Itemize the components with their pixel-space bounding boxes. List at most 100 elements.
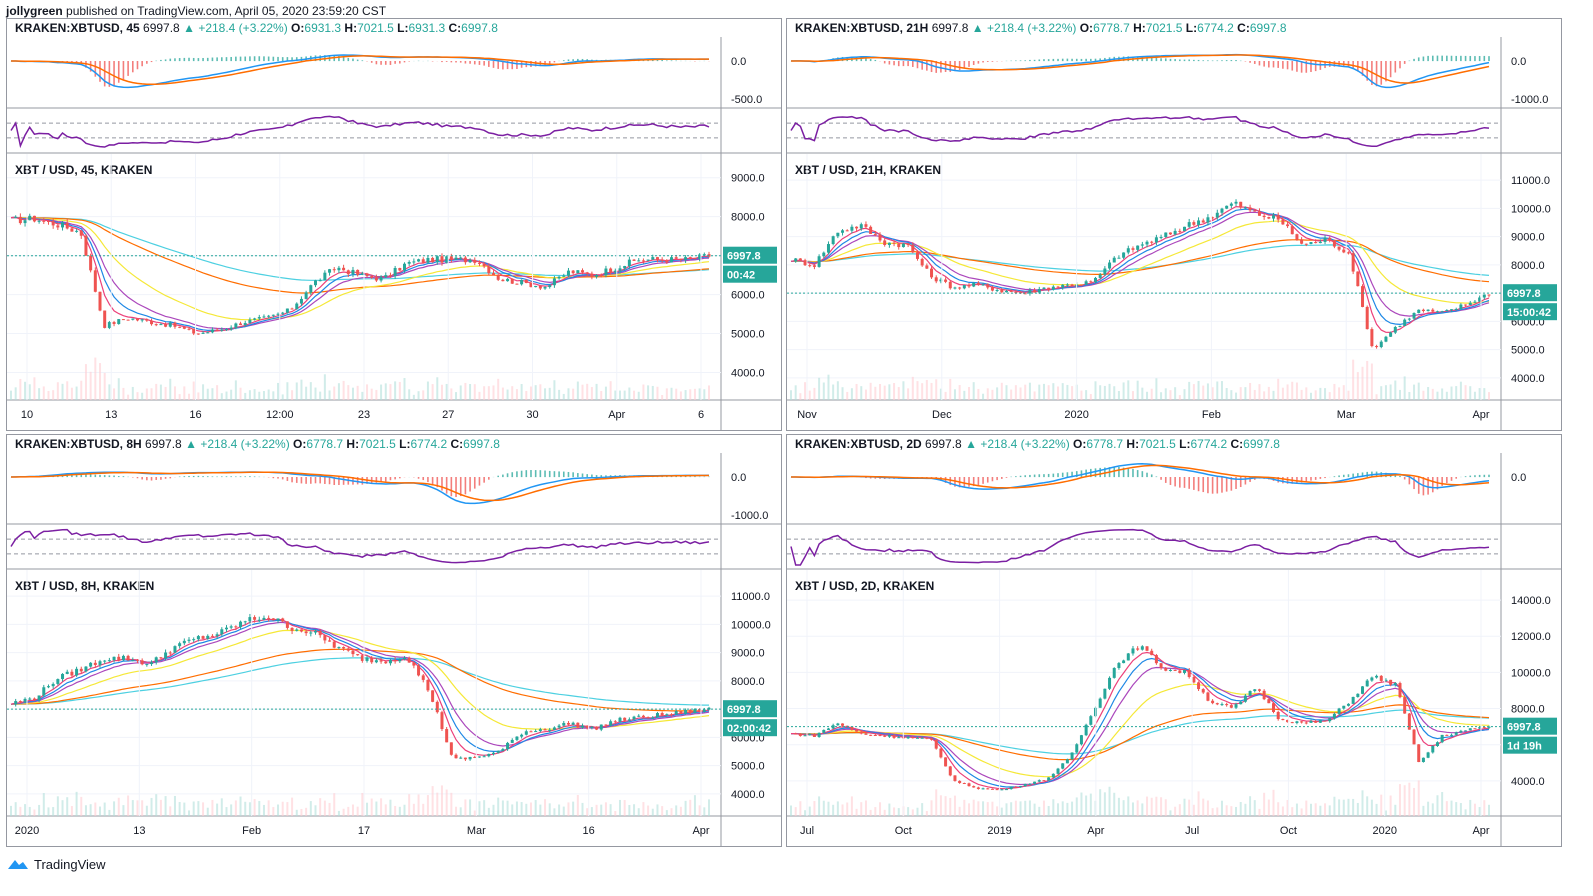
bar-countdown: 1d 19h [1507, 741, 1542, 753]
close-value: 6997.8 [461, 21, 498, 35]
time-axis-tick: 17 [358, 825, 370, 837]
price-axis-tick: 9000.0 [731, 648, 765, 660]
price-pane-title: XBT / USD, 45, KRAKEN [15, 163, 152, 177]
time-axis-tick: Oct [895, 825, 912, 837]
chart-panel-p2d[interactable]: KRAKEN:XBTUSD, 2D 6997.8 ▲ +218.4 (+3.22… [786, 434, 1562, 847]
time-axis-tick: Jul [800, 825, 814, 837]
chart-canvas[interactable]: 11000.010000.09000.08000.07000.06000.050… [787, 19, 1561, 430]
price-axis-tick: 11000.0 [731, 591, 770, 603]
open-value: 6778.7 [1093, 21, 1130, 35]
time-axis-tick: Oct [1280, 825, 1297, 837]
price-axis-tick: 4000.0 [731, 368, 765, 380]
last-price: 6997.8 [925, 437, 962, 451]
high-value: 7021.5 [1139, 437, 1176, 451]
time-axis-tick: Apr [1087, 825, 1104, 837]
macd-axis-tick: -1000.0 [731, 510, 768, 522]
time-axis-tick: 13 [133, 825, 145, 837]
time-axis-tick: Jul [1185, 825, 1199, 837]
chart-panel-p8h[interactable]: KRAKEN:XBTUSD, 8H 6997.8 ▲ +218.4 (+3.22… [6, 434, 782, 847]
time-axis-tick: Feb [242, 825, 261, 837]
price-axis-tick: 4000.0 [1511, 373, 1545, 385]
price-pane-title: XBT / USD, 21H, KRAKEN [795, 163, 941, 177]
change-value: +218.4 (+3.22%) [980, 437, 1070, 451]
time-axis-tick: Apr [1472, 825, 1489, 837]
up-arrow-icon: ▲ [965, 437, 977, 451]
change-value: +218.4 (+3.22%) [198, 21, 288, 35]
bar-countdown: 00:42 [727, 270, 755, 282]
symbol-legend: KRAKEN:XBTUSD, 21H 6997.8 ▲ +218.4 (+3.2… [795, 21, 1287, 35]
last-price: 6997.8 [145, 437, 182, 451]
price-axis-tick: 12000.0 [1511, 631, 1551, 643]
symbol-legend: KRAKEN:XBTUSD, 45 6997.8 ▲ +218.4 (+3.22… [15, 21, 498, 35]
author-name[interactable]: jollygreen [6, 4, 63, 18]
chart-canvas[interactable]: 11000.010000.09000.08000.07000.06000.050… [7, 435, 781, 846]
macd-axis-tick: 0.0 [731, 56, 746, 68]
price-axis-tick: 8000.0 [1511, 260, 1545, 272]
price-axis-tick: 9000.0 [731, 173, 765, 185]
low-value: 6774.2 [1190, 437, 1228, 451]
tradingview-footer[interactable]: TradingView [6, 856, 106, 872]
chart-panel-p21h[interactable]: KRAKEN:XBTUSD, 21H 6997.8 ▲ +218.4 (+3.2… [786, 18, 1562, 431]
last-price-tag: 6997.8 [727, 704, 761, 716]
last-price: 6997.8 [143, 21, 180, 35]
time-axis-tick: 2019 [987, 825, 1011, 837]
price-axis-tick: 6000.0 [731, 290, 765, 302]
symbol-name[interactable]: KRAKEN:XBTUSD, 45 [15, 21, 140, 35]
time-axis-tick: 16 [583, 825, 595, 837]
macd-axis-tick: -500.0 [731, 94, 762, 106]
symbol-legend: KRAKEN:XBTUSD, 8H 6997.8 ▲ +218.4 (+3.22… [15, 437, 500, 451]
chart-panel-p45[interactable]: KRAKEN:XBTUSD, 45 6997.8 ▲ +218.4 (+3.22… [6, 18, 782, 431]
price-axis-tick: 8000.0 [1511, 704, 1545, 716]
open-value: 6778.7 [306, 437, 344, 451]
macd-axis-tick: 0.0 [1511, 56, 1526, 68]
price-axis-tick: 8000.0 [731, 212, 765, 224]
up-arrow-icon: ▲ [183, 21, 195, 35]
time-axis-tick: 13 [105, 409, 117, 421]
close-value: 6997.8 [463, 437, 500, 451]
symbol-name[interactable]: KRAKEN:XBTUSD, 21H [795, 21, 929, 35]
bar-countdown: 15:00:42 [1507, 307, 1551, 319]
macd-axis-tick: 0.0 [1511, 472, 1526, 484]
time-axis-tick: 30 [526, 409, 538, 421]
publish-header: jollygreen published on TradingView.com,… [6, 4, 386, 18]
price-axis-tick: 10000.0 [1511, 667, 1551, 679]
price-pane-title: XBT / USD, 8H, KRAKEN [15, 579, 154, 593]
price-axis-tick: 5000.0 [731, 761, 765, 773]
price-axis-tick: 8000.0 [731, 676, 765, 688]
last-price-tag: 6997.8 [1507, 288, 1541, 300]
time-axis-tick: Apr [692, 825, 709, 837]
high-value: 7021.5 [1145, 21, 1183, 35]
time-axis-tick: Apr [608, 409, 625, 421]
time-axis-tick: Mar [1337, 409, 1356, 421]
symbol-name[interactable]: KRAKEN:XBTUSD, 8H [15, 437, 142, 451]
chart-canvas[interactable]: 9000.08000.07000.06000.05000.04000.06997… [7, 19, 781, 430]
symbol-legend: KRAKEN:XBTUSD, 2D 6997.8 ▲ +218.4 (+3.22… [795, 437, 1280, 451]
last-price-tag: 6997.8 [1507, 722, 1541, 734]
time-axis-tick: 27 [442, 409, 454, 421]
time-axis-tick: 6 [698, 409, 704, 421]
close-value: 6997.8 [1243, 437, 1280, 451]
price-axis-tick: 5000.0 [731, 329, 765, 341]
macd-axis-tick: 0.0 [731, 472, 746, 484]
time-axis-tick: 2020 [15, 825, 39, 837]
price-axis-tick: 14000.0 [1511, 595, 1551, 607]
time-axis-tick: 2020 [1372, 825, 1396, 837]
publish-info: published on TradingView.com, April 05, … [66, 4, 387, 18]
time-axis-tick: Apr [1472, 409, 1489, 421]
last-price-tag: 6997.8 [727, 251, 761, 263]
chart-canvas[interactable]: 14000.012000.010000.08000.06000.04000.06… [787, 435, 1561, 846]
change-value: +218.4 (+3.22%) [200, 437, 290, 451]
time-axis-tick: 2020 [1064, 409, 1088, 421]
time-axis-tick: Nov [797, 409, 817, 421]
footer-brand: TradingView [34, 856, 106, 872]
price-axis-tick: 4000.0 [1511, 776, 1545, 788]
price-pane-title: XBT / USD, 2D, KRAKEN [795, 579, 934, 593]
macd-axis-tick: -1000.0 [1511, 94, 1548, 106]
open-value: 6931.3 [304, 21, 342, 35]
symbol-name[interactable]: KRAKEN:XBTUSD, 2D [795, 437, 922, 451]
price-axis-tick: 10000.0 [731, 619, 771, 631]
open-value: 6778.7 [1086, 437, 1124, 451]
price-axis-tick: 9000.0 [1511, 232, 1545, 244]
time-axis-tick: 16 [189, 409, 201, 421]
time-axis-tick: 10 [21, 409, 33, 421]
